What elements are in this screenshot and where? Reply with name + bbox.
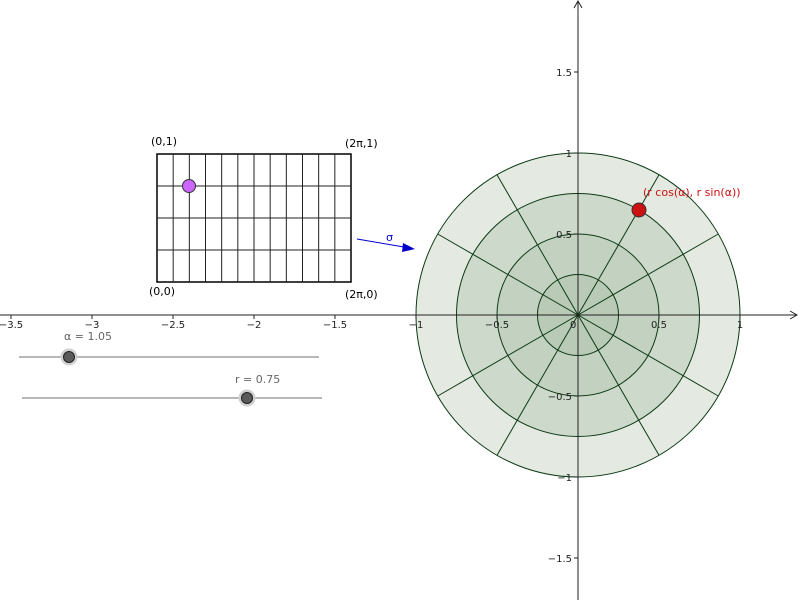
disk-spoke xyxy=(577,314,660,456)
disk-spoke xyxy=(577,174,660,316)
corner-label-bottom-left: (0,0) xyxy=(149,285,175,298)
disk-spoke xyxy=(437,314,579,397)
parameter-point[interactable] xyxy=(182,179,196,193)
corner-label-top-right: (2π,1) xyxy=(345,137,378,150)
arrow-head xyxy=(402,243,415,252)
x-tick-label: −3.5 xyxy=(0,320,23,331)
y-axis-ticks: 1.5 1 0.5 −0.5 −1 −1.5 xyxy=(548,68,578,565)
x-tick-label: −1 xyxy=(409,320,424,331)
r-slider-label: r = 0.75 xyxy=(235,373,280,386)
x-tick-label: −2.5 xyxy=(161,320,185,331)
y-tick-label: 1 xyxy=(566,149,572,160)
r-slider[interactable]: r = 0.75 xyxy=(22,373,322,407)
corner-label-bottom-right: (2π,0) xyxy=(345,288,378,301)
parameter-rectangle: (0,1) (2π,1) (0,0) (2π,0) xyxy=(149,135,378,301)
alpha-slider[interactable]: α = 1.05 xyxy=(19,330,319,366)
image-point[interactable] xyxy=(631,202,647,218)
y-tick-label: −0.5 xyxy=(548,392,572,403)
x-tick-label: 0.5 xyxy=(651,320,667,331)
y-tick-label: 0.5 xyxy=(556,230,572,241)
x-tick-label: −0.5 xyxy=(485,320,509,331)
x-tick-label: 1 xyxy=(737,320,743,331)
disk-spoke xyxy=(577,314,719,397)
sigma-map-arrow: σ xyxy=(356,231,415,252)
sigma-label: σ xyxy=(386,231,393,244)
y-axis-arrow xyxy=(573,0,583,9)
alpha-slider-knob[interactable] xyxy=(63,351,75,363)
x-tick-label: −3 xyxy=(85,320,100,331)
alpha-slider-label: α = 1.05 xyxy=(64,330,112,343)
disk-spoke xyxy=(496,174,579,316)
disk-spoke xyxy=(496,314,579,456)
arrow-shaft xyxy=(356,238,405,248)
disk-spoke xyxy=(437,233,579,316)
y-tick-label: −1 xyxy=(557,473,572,484)
x-tick-label: 0 xyxy=(570,320,576,331)
corner-label-top-left: (0,1) xyxy=(151,135,177,148)
x-axis-ticks: −3.5 −3 −2.5 −2 −1.5 −1 −0.5 0 0.5 1 xyxy=(0,315,743,331)
disk-spoke xyxy=(577,233,719,316)
x-axis-arrow xyxy=(789,310,799,320)
y-tick-label: −1.5 xyxy=(548,554,572,565)
x-tick-label: −1.5 xyxy=(323,320,347,331)
y-tick-label: 1.5 xyxy=(556,68,572,79)
r-slider-knob[interactable] xyxy=(241,392,253,404)
image-point-group: (r cos(α), r sin(α)) xyxy=(631,186,741,218)
x-tick-label: −2 xyxy=(247,320,262,331)
image-point-label: (r cos(α), r sin(α)) xyxy=(643,186,741,199)
